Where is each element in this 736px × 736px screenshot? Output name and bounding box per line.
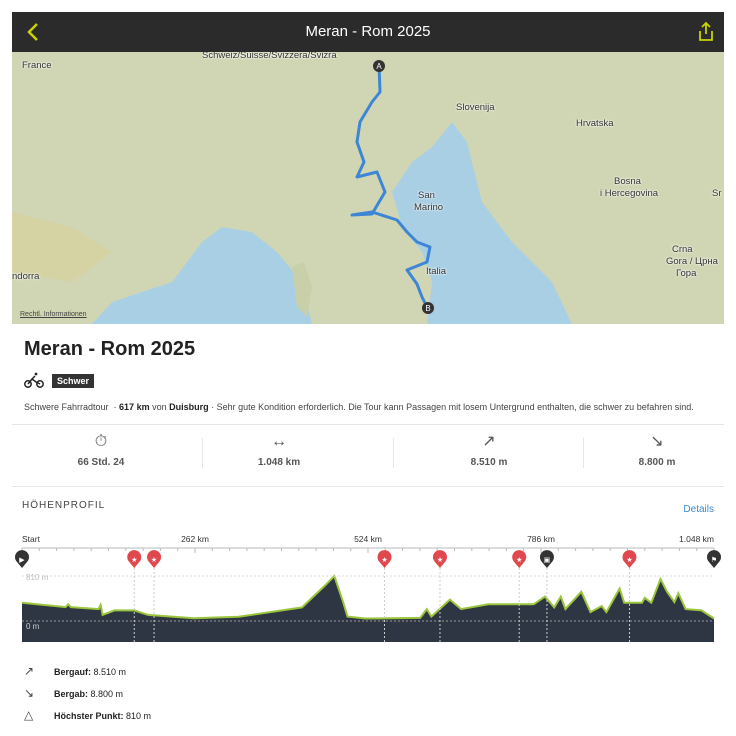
divider bbox=[393, 438, 394, 468]
map-label: i Hercegovina bbox=[600, 188, 659, 199]
map-label: San bbox=[418, 190, 435, 201]
divider bbox=[12, 486, 724, 487]
elevation-area bbox=[22, 576, 714, 642]
start-marker-a: A bbox=[373, 60, 385, 72]
top-bar: Meran - Rom 2025 bbox=[12, 12, 724, 52]
finish-marker bbox=[707, 550, 721, 568]
route-line bbox=[350, 64, 432, 308]
accommodation-marker bbox=[539, 550, 554, 568]
x-tick-label: 786 km bbox=[527, 534, 555, 544]
highlight-icon: ★ bbox=[151, 556, 157, 564]
map-label: Schweiz/Suisse/Svizzera/Svizra bbox=[202, 52, 337, 61]
highlight-marker bbox=[127, 550, 142, 568]
summary-highest-point: △ Höchster Punkt: 810 m bbox=[24, 708, 152, 722]
summary-descent: ↘ Bergab: 8.800 m bbox=[24, 686, 124, 700]
triangle-icon: △ bbox=[24, 708, 34, 722]
highlight-marker bbox=[622, 550, 637, 568]
map-label: Crna bbox=[672, 244, 693, 255]
distance-arrows-icon: ↔ bbox=[271, 433, 287, 450]
legal-link[interactable]: Rechtl. Informationen bbox=[20, 311, 87, 318]
start-marker bbox=[15, 550, 29, 568]
difficulty-badge: Schwer bbox=[52, 374, 95, 388]
tour-title: Meran - Rom 2025 bbox=[24, 338, 196, 360]
map-label: Slovenija bbox=[456, 102, 495, 113]
x-tick-label: Start bbox=[22, 534, 41, 544]
map-label: France bbox=[22, 60, 52, 71]
highlight-icon: ★ bbox=[626, 556, 632, 564]
finish-icon: ⚑ bbox=[711, 556, 717, 564]
map-label: ndorra bbox=[12, 271, 40, 282]
map-label: Hrvatska bbox=[576, 118, 614, 129]
stat-ascent: ↗ 8.510 m bbox=[400, 432, 578, 476]
svg-text:B: B bbox=[425, 304, 430, 313]
x-tick-label: 262 km bbox=[181, 534, 209, 544]
map-label: Italia bbox=[426, 266, 447, 277]
elevation-line bbox=[21, 574, 715, 620]
start-icon: ▶ bbox=[19, 557, 25, 564]
elevation-chart[interactable]: Start 262 km 524 km 786 km 1.048 km 810 m 0 m ▶… bbox=[12, 524, 724, 646]
highlight-marker bbox=[432, 550, 447, 568]
x-tick-label: 1.048 km bbox=[679, 534, 714, 544]
stat-distance: ↔ 1.048 km bbox=[190, 432, 368, 476]
stopwatch-icon: ⏱ bbox=[94, 433, 108, 450]
divider bbox=[202, 438, 203, 468]
map-label: Sr bbox=[712, 188, 722, 199]
map-label: Гора bbox=[676, 268, 697, 279]
tour-description: Schwere Fahrradtour · 617 km von Duisbur… bbox=[24, 402, 694, 412]
arrow-up-right-icon: ↗ bbox=[24, 664, 35, 678]
highlight-icon: ★ bbox=[516, 556, 522, 564]
divider bbox=[583, 438, 584, 468]
route-map[interactable]: A B France Schweiz/Suisse/Svizzera/Svizr… bbox=[12, 52, 724, 324]
highlight-marker bbox=[147, 550, 162, 568]
highlight-marker bbox=[512, 550, 527, 568]
arrow-down-right-icon: ↘ bbox=[24, 686, 35, 700]
svg-text:A: A bbox=[376, 62, 382, 71]
map-label: Bosna bbox=[614, 176, 641, 187]
divider bbox=[12, 424, 724, 425]
highlight-icon: ★ bbox=[437, 556, 443, 564]
x-tick-label: 524 km bbox=[354, 534, 382, 544]
highlight-icon: ★ bbox=[131, 556, 137, 564]
bicycle-icon bbox=[24, 372, 44, 388]
share-icon[interactable] bbox=[694, 20, 718, 44]
summary-ascent: ↗ Bergauf: 8.510 m bbox=[24, 664, 127, 678]
highlight-icon: ★ bbox=[381, 556, 387, 564]
map-label: Gora / Црна bbox=[666, 256, 718, 267]
arrow-up-right-icon: ↗ bbox=[482, 433, 496, 450]
elevation-profile-heading: HÖHENPROFIL bbox=[22, 500, 106, 511]
y-label-max: 810 m bbox=[26, 573, 49, 582]
details-link[interactable]: Details bbox=[683, 504, 714, 515]
page-title: Meran - Rom 2025 bbox=[305, 23, 431, 40]
accommodation-icon: ▣ bbox=[544, 557, 551, 564]
arrow-down-right-icon: ↘ bbox=[650, 433, 664, 450]
end-marker-b: B bbox=[422, 302, 434, 314]
chevron-left-icon[interactable] bbox=[20, 18, 48, 46]
tour-details: Meran - Rom 2025 Schwer Schwere Fahrradt… bbox=[12, 324, 724, 736]
highlight-marker bbox=[377, 550, 392, 568]
y-label-zero: 0 m bbox=[26, 622, 40, 631]
stat-descent: ↘ 8.800 m bbox=[590, 432, 724, 476]
stat-duration: ⏱ 66 Std. 24 bbox=[12, 432, 190, 476]
map-label: Marino bbox=[414, 202, 444, 213]
